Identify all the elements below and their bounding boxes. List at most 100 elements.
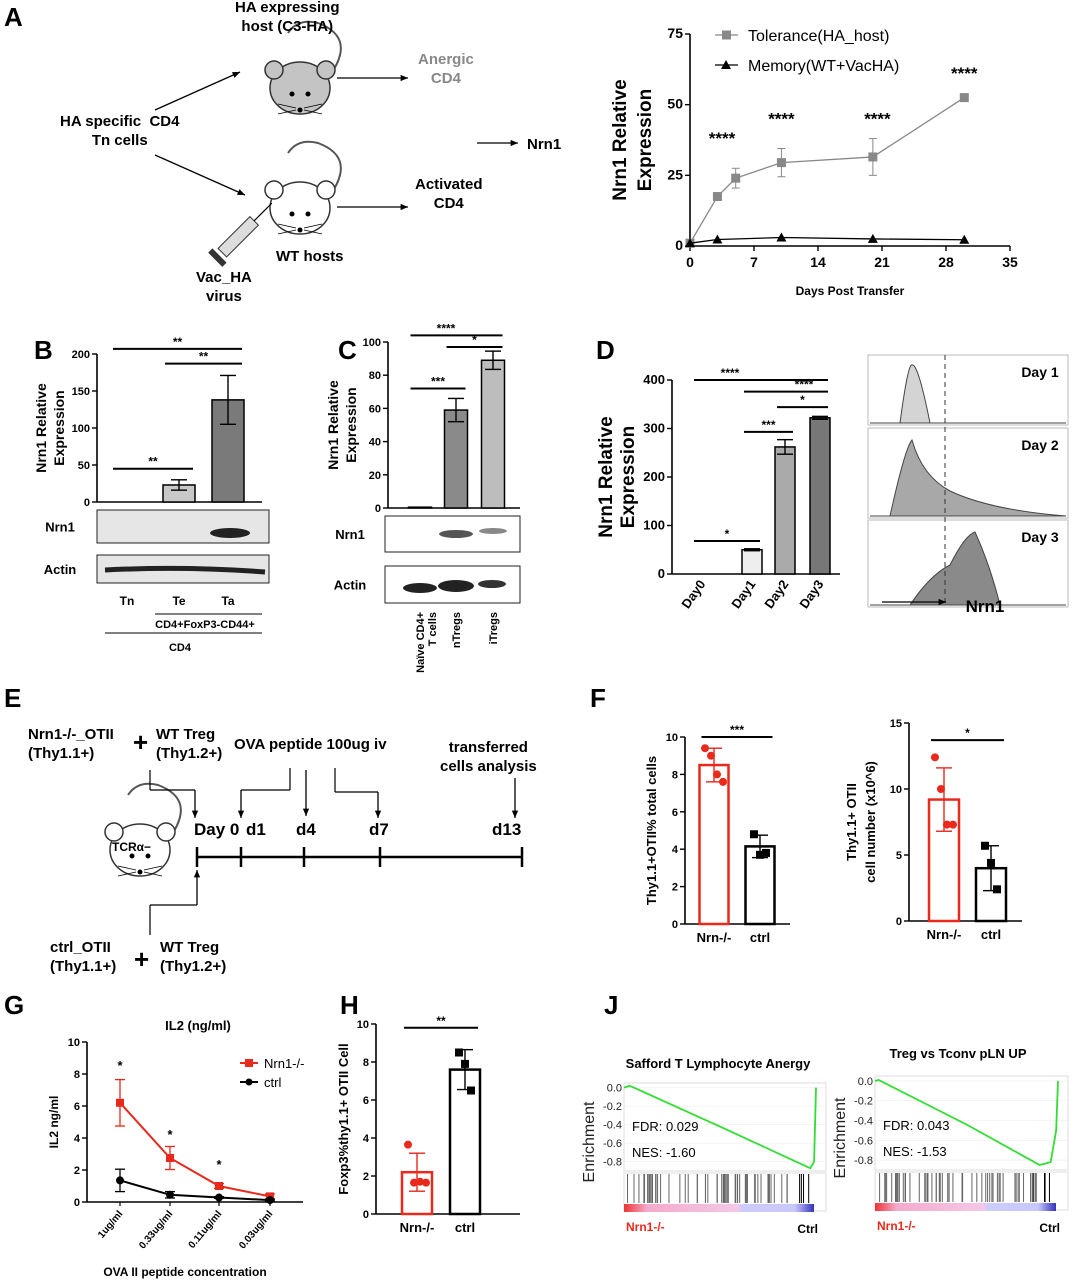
activated-cd4-label: Activated CD4 [415, 176, 483, 212]
data-point [712, 234, 723, 244]
y-tick-label: 4 [74, 1133, 81, 1145]
mouse-ear [264, 60, 284, 80]
x-axis-label: OVA II peptide concentration [103, 1265, 266, 1279]
data-point [750, 830, 758, 839]
x-tick-label: ctrl [455, 1220, 475, 1235]
mouse-wt-host-icon [264, 140, 342, 235]
significance-label: **** [721, 366, 740, 380]
significance-label: *** [431, 374, 445, 388]
data-point [756, 850, 764, 859]
tn-cells-label: HA specific CD4 Tn cells [60, 113, 180, 149]
y-tick-label: -0.6 [854, 1135, 873, 1147]
bar-0 [698, 763, 730, 926]
y-axis-label: cell number (x10^6) [863, 761, 878, 883]
significance-label: * [216, 1157, 222, 1172]
x-tick-label: 0.33ug/ml [137, 1209, 175, 1252]
y-tick-label: 0 [658, 566, 665, 581]
significance-label: **** [437, 321, 456, 335]
y-tick-label: 60 [369, 403, 381, 415]
y-axis-label: Thy1.1+ OTII [844, 783, 859, 861]
y-tick-label: 10 [68, 1037, 80, 1049]
y-tick-label: 0 [363, 1209, 369, 1221]
whisker [117, 871, 137, 877]
y-tick-label: 400 [643, 372, 665, 387]
panel-label-j: J [604, 990, 619, 1020]
series-line-0 [689, 97, 965, 244]
significance-label: **** [951, 64, 978, 83]
blot-row-label: Nrn1 [45, 520, 75, 535]
y-tick-label: 10 [890, 784, 902, 796]
mouse-eye [289, 91, 295, 97]
significance-label: * [472, 333, 477, 347]
y-tick-label: 50 [667, 96, 683, 112]
whisker [277, 109, 297, 115]
y-axis-label: Expression [635, 89, 656, 191]
x-tick-label: Day3 [796, 577, 826, 611]
data-point [931, 753, 939, 762]
nrn1-band [210, 528, 250, 538]
x-tick-label: 21 [874, 254, 890, 270]
nrn1-band [439, 530, 473, 538]
y-tick-label: 4 [363, 1133, 370, 1145]
data-point [467, 1086, 475, 1095]
ova-peptide-label: OVA peptide 100ug iv [234, 736, 387, 753]
chart-title: Safford T Lymphocyte Anergy [626, 1056, 811, 1071]
data-point [116, 1176, 124, 1185]
y-tick-label: 20 [369, 470, 381, 482]
mouse-body [109, 823, 171, 877]
arrow-to-activated-head [400, 203, 408, 211]
nrn1-label: Nrn1 [527, 136, 562, 153]
panel-label-h: H [340, 990, 359, 1020]
mouse-ha-host-icon [264, 20, 342, 115]
y-tick-label: 0 [672, 919, 678, 931]
histogram-day-label: Day 3 [1021, 529, 1059, 545]
mouse-ear [316, 180, 336, 200]
x-tick-label: 35 [1002, 254, 1018, 270]
panel-label-a: A [4, 2, 23, 32]
blot-lane-label: Te [172, 594, 185, 608]
arrow-to-ha-host [154, 71, 241, 111]
y-axis-label: Foxp3%thy1.1+ OTII Cell [336, 1043, 351, 1194]
data-point [713, 770, 721, 779]
arrow-to-ha-host-head [232, 72, 240, 78]
y-tick-label: 150 [72, 386, 90, 398]
x-tick-label: 7 [750, 254, 758, 270]
significance-label: *** [761, 418, 775, 432]
y-axis-label: Expression [51, 390, 67, 465]
data-point [116, 1098, 124, 1107]
arrow-d13-head [511, 810, 519, 818]
data-point [166, 1190, 174, 1199]
text-line: Naïve CD4+ [415, 612, 427, 673]
whisker [143, 871, 163, 877]
ctrl-otii-label: ctrl_OTII (Thy1.1+) [50, 939, 117, 975]
mouse-nose [297, 107, 303, 113]
syringe-icon [208, 215, 260, 267]
y-tick-label: 200 [643, 469, 665, 484]
nes-label: NES: -1.53 [883, 1144, 947, 1159]
arrow-to-anergic-head [400, 74, 408, 82]
y-tick-label: 0 [84, 497, 90, 509]
y-tick-label: 300 [643, 421, 665, 436]
y-tick-label: 8 [74, 1069, 80, 1081]
y-tick-label: 75 [667, 25, 683, 41]
mouse-eye [145, 853, 151, 859]
y-tick-label: -0.4 [854, 1116, 873, 1128]
data-point [707, 751, 715, 760]
y-tick-label: 4 [672, 844, 679, 856]
vac-ha-label: Vac_HA virus [196, 269, 252, 305]
data-point [461, 1059, 469, 1068]
legend-label: Memory(WT+VacHA) [748, 58, 899, 75]
mouse-tcr-host-icon [104, 782, 182, 877]
fdr-label: FDR: 0.029 [632, 1119, 698, 1134]
mouse-ear [316, 60, 336, 80]
text-line: nTregs [451, 612, 463, 648]
panel-label-b: B [34, 335, 53, 365]
x-tick-label: 0.03ug/ml [237, 1209, 275, 1252]
panel-label-e: E [4, 683, 22, 713]
analysis-label: transferred cells analysis [440, 739, 537, 775]
nes-label: NES: -1.60 [632, 1145, 696, 1160]
timeline-day-0: Day 0 [194, 820, 240, 839]
significance-label: * [167, 1127, 173, 1142]
whisker [303, 229, 323, 235]
